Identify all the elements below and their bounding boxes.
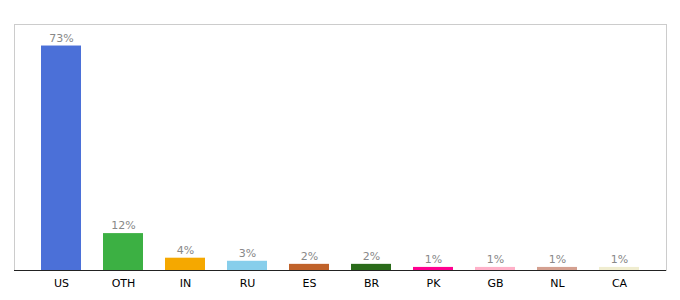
svg-text:3%: 3% <box>239 247 256 260</box>
svg-text:US: US <box>54 277 69 290</box>
svg-text:OTH: OTH <box>112 277 136 290</box>
svg-text:2%: 2% <box>301 250 318 263</box>
svg-text:1%: 1% <box>549 253 566 266</box>
svg-text:73%: 73% <box>49 32 73 45</box>
svg-text:GB: GB <box>487 277 503 290</box>
svg-text:12%: 12% <box>111 219 135 232</box>
svg-text:PK: PK <box>427 277 442 290</box>
svg-text:RU: RU <box>240 277 256 290</box>
svg-text:2%: 2% <box>363 250 380 263</box>
svg-text:4%: 4% <box>177 244 194 257</box>
svg-text:1%: 1% <box>487 253 504 266</box>
svg-text:BR: BR <box>364 277 380 290</box>
svg-text:ES: ES <box>303 277 317 290</box>
svg-text:IN: IN <box>180 277 191 290</box>
svg-text:NL: NL <box>550 277 565 290</box>
svg-text:1%: 1% <box>425 253 442 266</box>
svg-text:1%: 1% <box>611 253 628 266</box>
svg-text:CA: CA <box>612 277 628 290</box>
